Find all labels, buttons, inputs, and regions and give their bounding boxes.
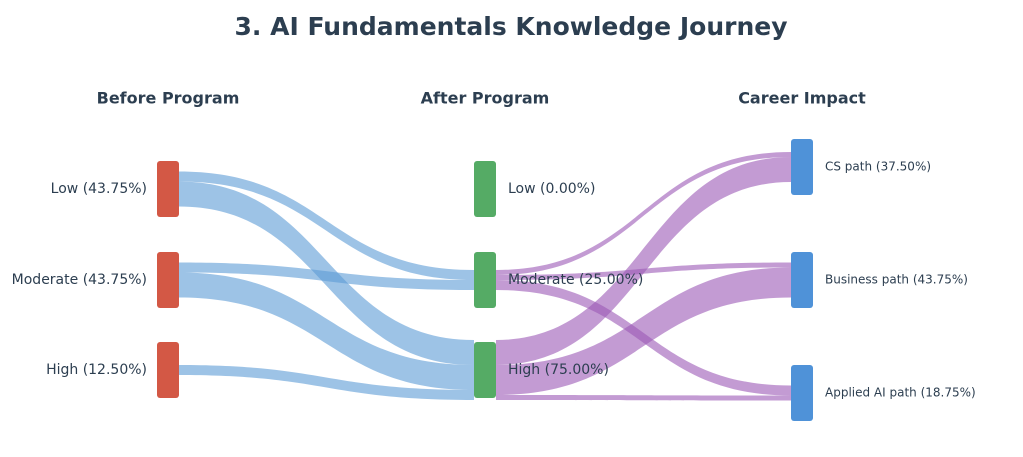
node-label: Low (0.00%) bbox=[508, 181, 595, 197]
node-label: High (75.00%) bbox=[508, 362, 609, 378]
link bbox=[179, 171, 474, 280]
node bbox=[157, 252, 179, 308]
column-header: Career Impact bbox=[738, 89, 866, 108]
link bbox=[179, 262, 474, 290]
column-header: After Program bbox=[421, 89, 550, 108]
node-label: Low (43.75%) bbox=[51, 181, 147, 197]
links bbox=[179, 152, 791, 401]
node bbox=[474, 252, 496, 308]
node-label: Moderate (25.00%) bbox=[508, 272, 643, 288]
node-label: CS path (37.50%) bbox=[825, 160, 931, 174]
node-label: High (12.50%) bbox=[46, 362, 147, 378]
link bbox=[179, 272, 474, 390]
link bbox=[496, 157, 791, 365]
link bbox=[496, 152, 791, 275]
column-header: Before Program bbox=[97, 89, 240, 108]
node bbox=[791, 365, 813, 421]
nodes: Low (43.75%) Moderate (43.75%) High (12.50… bbox=[12, 139, 976, 421]
node bbox=[791, 139, 813, 195]
chart-title: 3. AI Fundamentals Knowledge Journey bbox=[235, 12, 788, 41]
link bbox=[496, 267, 791, 395]
node-label: Moderate (43.75%) bbox=[12, 272, 147, 288]
node bbox=[157, 161, 179, 217]
link bbox=[496, 395, 791, 401]
node bbox=[791, 252, 813, 308]
node-label: Applied AI path (18.75%) bbox=[825, 386, 976, 400]
link bbox=[179, 365, 474, 400]
node-label: Business path (43.75%) bbox=[825, 273, 968, 287]
node bbox=[474, 161, 496, 217]
node bbox=[157, 342, 179, 398]
node bbox=[474, 342, 496, 398]
